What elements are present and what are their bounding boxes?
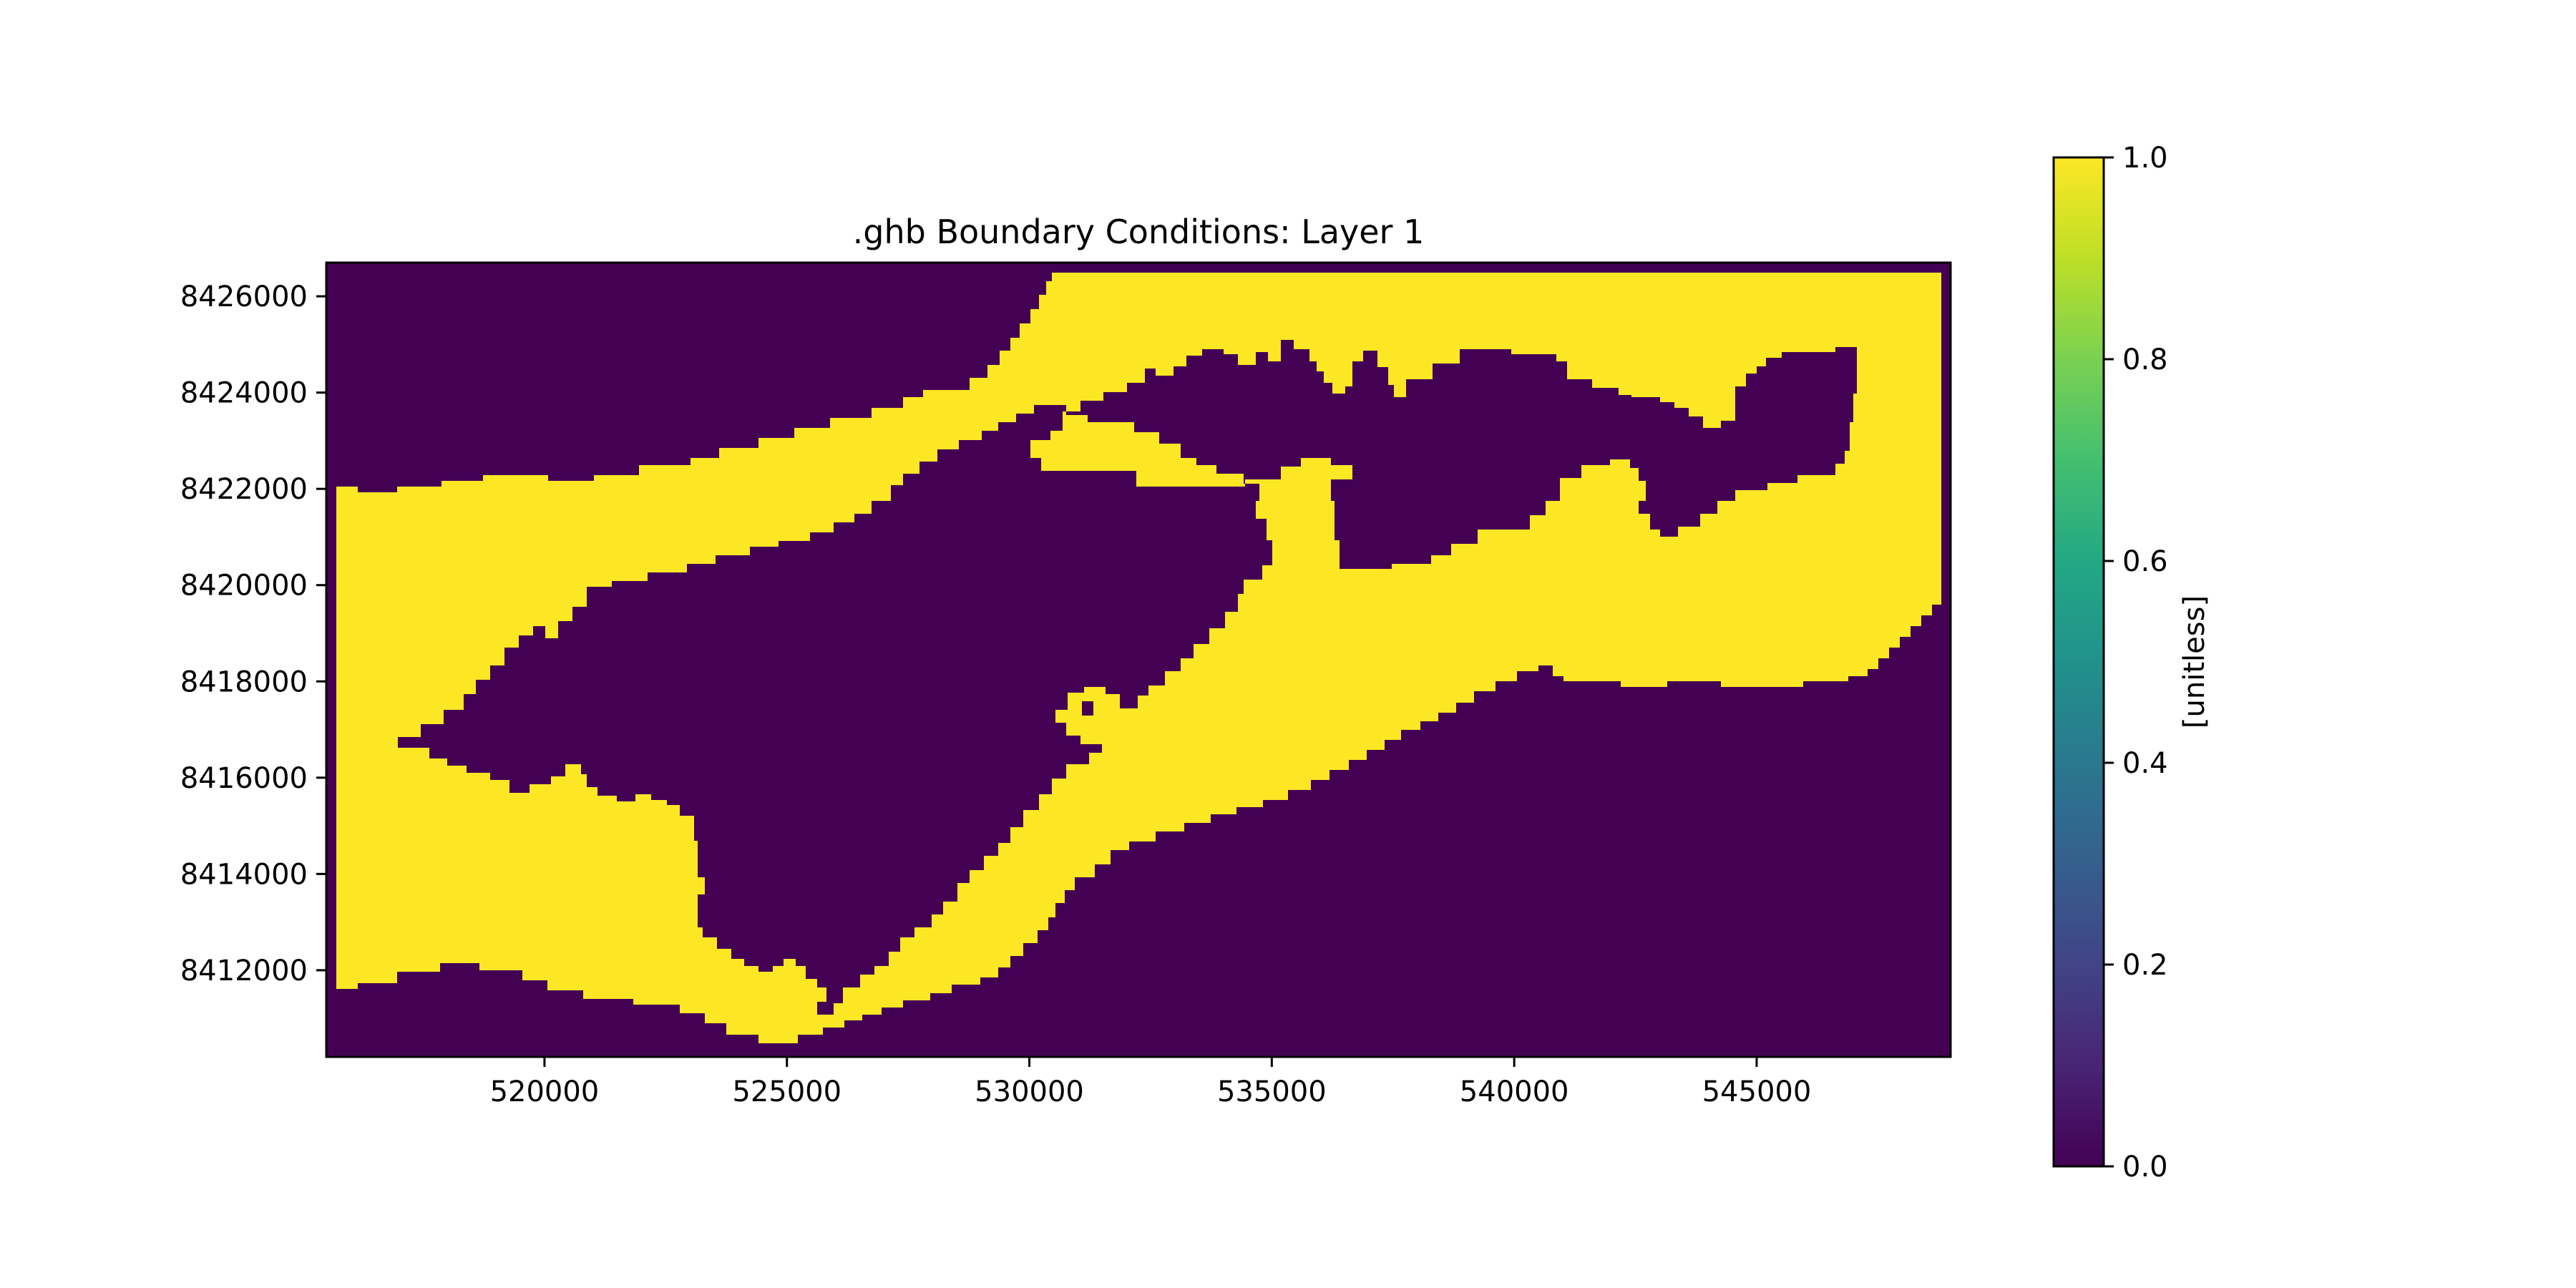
boundary-island — [1055, 687, 1134, 744]
y-tick-label: 8418000 — [180, 665, 308, 698]
x-axis: 520000 525000 530000 535000 540000 545000 — [490, 1057, 1812, 1108]
y-tick-label: 8420000 — [180, 570, 308, 602]
plot-area — [326, 263, 1951, 1057]
x-tick-label: 525000 — [732, 1075, 841, 1108]
y-tick-label: 8414000 — [180, 858, 308, 891]
x-tick-label: 540000 — [1460, 1075, 1569, 1108]
y-tick-label: 8424000 — [180, 377, 308, 410]
colorbar-tick-label: 0.0 — [2122, 1151, 2168, 1184]
island-hole — [1082, 701, 1093, 716]
colorbar-label: [unitless] — [2178, 595, 2211, 728]
y-tick-label: 8426000 — [180, 280, 308, 313]
x-tick-label: 535000 — [1217, 1075, 1327, 1108]
colorbar-tick-label: 0.8 — [2122, 343, 2168, 376]
plot-frame — [325, 261, 1952, 1058]
colorbar-tick-label: 1.0 — [2122, 142, 2168, 175]
colorbar-axis: 0.0 0.2 0.4 0.6 0.8 1.0 — [2104, 142, 2168, 1184]
y-tick-label: 8416000 — [180, 762, 308, 795]
colorbar-tick-label: 0.4 — [2122, 747, 2168, 780]
y-axis: 8412000 8414000 8416000 8418000 8420000 84220… — [180, 280, 326, 987]
colorbar-tick-label: 0.6 — [2122, 545, 2168, 578]
x-tick-label: 545000 — [1702, 1075, 1812, 1108]
colorbar — [2052, 156, 2105, 1168]
chart-title: .ghb Boundary Conditions: Layer 1 — [853, 213, 1425, 251]
y-tick-label: 8412000 — [180, 955, 308, 987]
x-tick-label: 530000 — [975, 1075, 1084, 1108]
boundary-region-outer-band — [336, 273, 1941, 1043]
colorbar-tick-label: 0.2 — [2122, 949, 2168, 982]
y-tick-label: 8422000 — [180, 473, 308, 506]
x-tick-label: 520000 — [490, 1075, 600, 1108]
